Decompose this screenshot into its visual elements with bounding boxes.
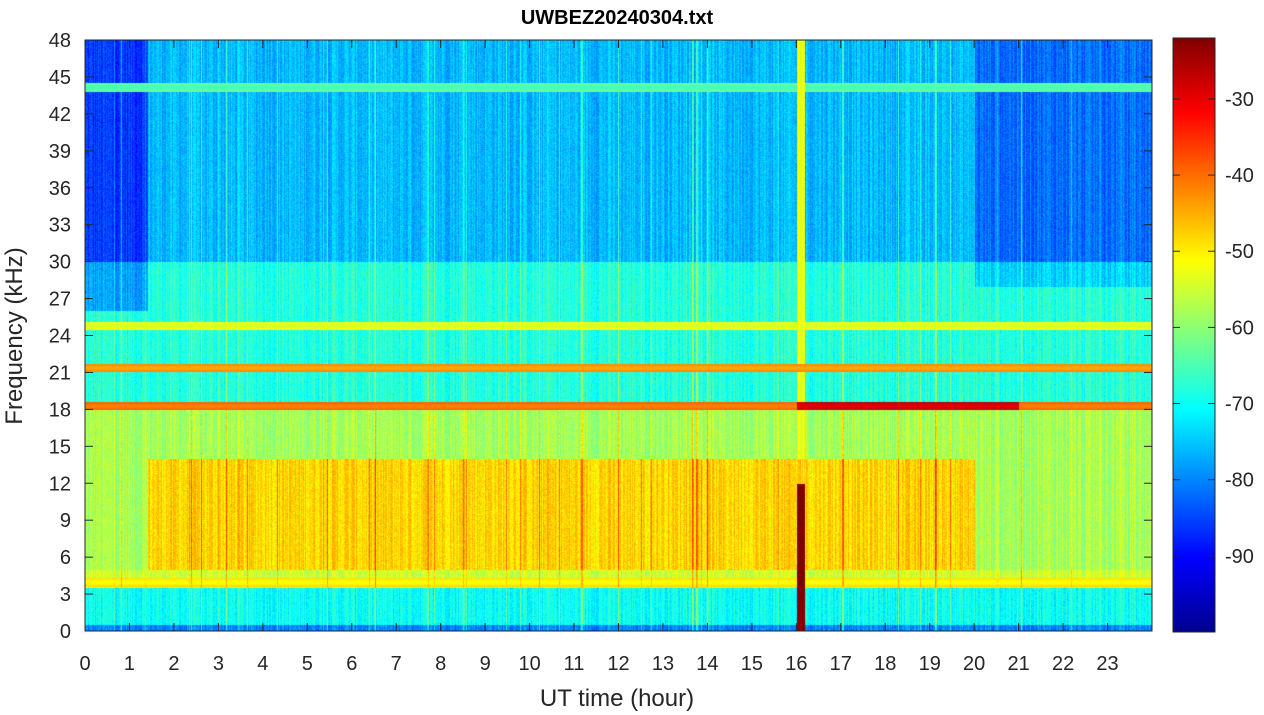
y-tick-label: 27 xyxy=(49,289,71,311)
x-tick-label: 11 xyxy=(564,653,585,675)
chart-title: UWBEZ20240304.txt xyxy=(521,7,714,29)
y-tick-label: 18 xyxy=(49,399,71,421)
x-tick-label: 2 xyxy=(168,653,179,675)
y-tick-label: 21 xyxy=(49,362,71,384)
x-tick-label: 18 xyxy=(874,653,896,675)
y-tick-label: 30 xyxy=(49,252,71,274)
x-tick-label: 5 xyxy=(302,653,313,675)
plot-area xyxy=(84,39,1153,632)
x-tick-label: 6 xyxy=(346,653,357,675)
x-tick-label: 19 xyxy=(919,653,941,675)
colorbar-tick-label: -70 xyxy=(1225,394,1254,416)
x-tick-label: 20 xyxy=(963,653,985,675)
colorbar-tick-label: -50 xyxy=(1225,241,1254,263)
colorbar-ticks: -30 -40 -50 -60 -70 -80 -90 xyxy=(1173,89,1254,568)
colorbar-tick-label: -90 xyxy=(1225,546,1254,568)
colorbar-tick-label: -80 xyxy=(1225,470,1254,492)
y-tick-label: 0 xyxy=(60,621,71,643)
x-tick-label: 1 xyxy=(124,653,135,675)
y-tick-label: 24 xyxy=(49,326,71,348)
x-tick-label: 15 xyxy=(741,653,763,675)
x-axis: 0 1 2 3 4 5 6 7 8 9 10 11 12 13 14 15 16 17 18 19 20 21 22 23 xyxy=(79,40,1119,675)
colorbar-tick-label: -40 xyxy=(1225,165,1254,187)
x-axis-label: UT time (hour) xyxy=(540,685,694,712)
y-tick-label: 12 xyxy=(49,473,71,495)
y-tick-label: 45 xyxy=(49,67,71,89)
x-tick-label: 14 xyxy=(696,653,718,675)
x-tick-label: 7 xyxy=(391,653,402,675)
colorbar-tick-label: -60 xyxy=(1225,317,1254,339)
y-tick-label: 15 xyxy=(49,436,71,458)
x-tick-label: 9 xyxy=(480,653,491,675)
y-tick-label: 3 xyxy=(60,584,71,606)
y-axis-label: Frequency (kHz) xyxy=(1,247,28,424)
x-tick-label: 4 xyxy=(257,653,268,675)
x-tick-label: 23 xyxy=(1096,653,1118,675)
y-tick-label: 6 xyxy=(60,547,71,569)
y-tick-label: 48 xyxy=(49,30,71,52)
x-tick-label: 22 xyxy=(1052,653,1074,675)
x-tick-label: 8 xyxy=(435,653,446,675)
x-tick-label: 13 xyxy=(652,653,674,675)
y-tick-label: 39 xyxy=(49,141,71,163)
x-tick-label: 10 xyxy=(518,653,540,675)
x-tick-label: 12 xyxy=(607,653,629,675)
x-tick-label: 0 xyxy=(79,653,90,675)
colorbar-tick-label: -30 xyxy=(1225,89,1254,111)
x-tick-label: 16 xyxy=(785,653,807,675)
x-tick-label: 21 xyxy=(1008,653,1030,675)
y-tick-label: 33 xyxy=(49,215,71,237)
x-tick-label: 17 xyxy=(830,653,852,675)
colorbar: -30 -40 -50 -60 -70 -80 -90 xyxy=(1172,37,1254,633)
y-tick-label: 36 xyxy=(49,178,71,200)
spectrogram-image xyxy=(85,40,1152,631)
colorbar-gradient xyxy=(1172,37,1216,633)
y-tick-label: 9 xyxy=(60,510,71,532)
x-tick-label: 3 xyxy=(213,653,224,675)
y-tick-label: 42 xyxy=(49,104,71,126)
